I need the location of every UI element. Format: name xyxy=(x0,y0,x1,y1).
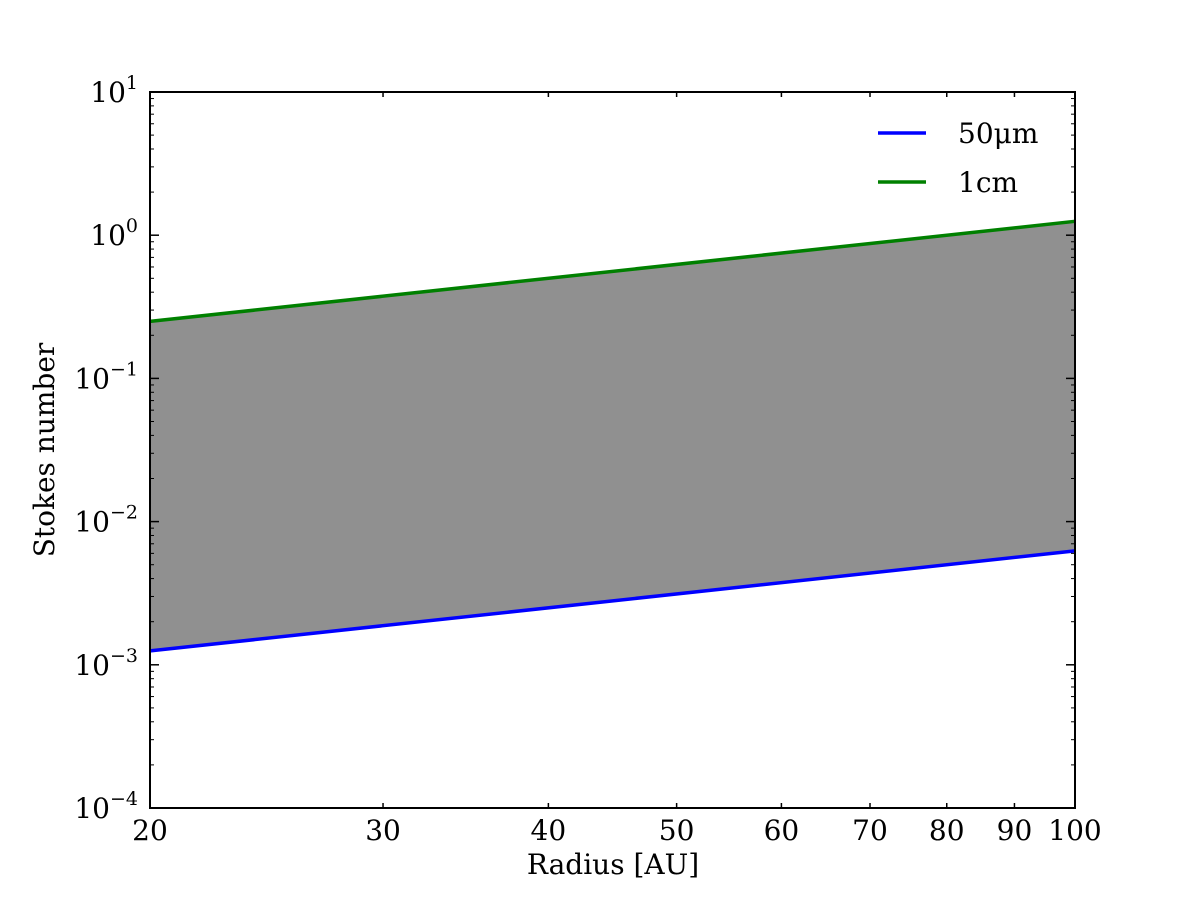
y-axis-label: Stokes number xyxy=(28,342,61,557)
tick-labels: 101 100 10−1 10−2 10−3 10−420 30 40 50 60 70 80 90 10… xyxy=(74,72,1101,847)
x-tick-label: 70 xyxy=(852,814,888,847)
series-line-1cm xyxy=(149,219,1076,324)
x-tick-label: 50 xyxy=(659,814,695,847)
legend-label-50um: 50μm xyxy=(958,117,1038,150)
y-tick-label: 10−1 xyxy=(74,358,138,395)
y-tick-label: 101 xyxy=(90,72,138,109)
x-tick-label: 20 xyxy=(132,814,168,847)
x-tick-label: 100 xyxy=(1048,814,1101,847)
y-tick-label: 10−2 xyxy=(74,502,138,539)
y-tick-label: 10−4 xyxy=(74,788,138,825)
plot-area xyxy=(149,91,1076,809)
x-tick-label: 90 xyxy=(997,814,1033,847)
y-tick-label: 10−3 xyxy=(74,645,138,682)
x-axis-label: Radius [AU] xyxy=(527,848,699,881)
series-line-50um xyxy=(149,549,1076,653)
legend-label-1cm: 1cm xyxy=(958,166,1018,199)
x-tick-label: 80 xyxy=(929,814,965,847)
axis-ticks xyxy=(149,91,1076,809)
x-tick-label: 40 xyxy=(531,814,567,847)
x-tick-label: 30 xyxy=(365,814,401,847)
x-tick-label: 60 xyxy=(764,814,800,847)
y-tick-label: 100 xyxy=(90,215,138,252)
legend: 50μm 1cm xyxy=(878,117,1038,199)
axes-frame xyxy=(149,91,1076,809)
